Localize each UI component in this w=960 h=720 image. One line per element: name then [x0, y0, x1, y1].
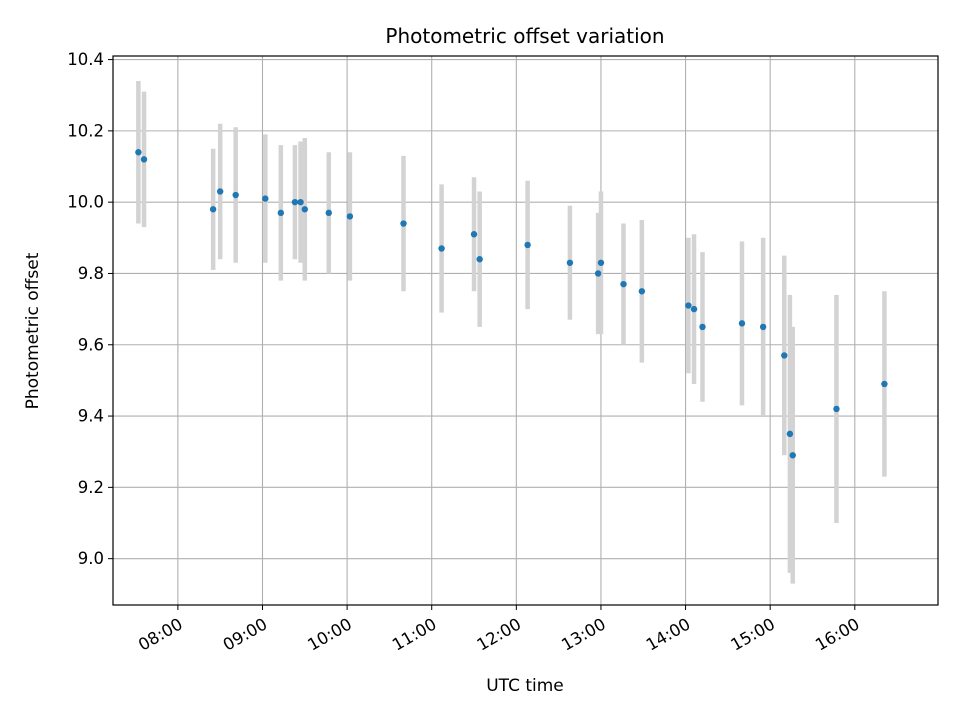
data-point — [325, 209, 332, 217]
data-point — [833, 405, 840, 413]
y-tick-label: 10.4 — [67, 50, 104, 69]
data-point — [291, 198, 299, 206]
data-point — [566, 259, 574, 266]
data-points — [135, 149, 888, 459]
data-point — [400, 220, 407, 227]
data-point — [786, 430, 794, 438]
data-point — [438, 245, 445, 252]
data-point — [594, 270, 602, 277]
data-point — [301, 206, 308, 213]
data-point — [524, 241, 531, 249]
data-point — [759, 323, 767, 331]
data-point — [262, 195, 269, 202]
y-tick-label: 9.6 — [78, 335, 104, 354]
data-point — [232, 191, 239, 199]
data-point — [470, 231, 478, 238]
data-point — [597, 259, 605, 266]
data-point — [277, 209, 285, 217]
data-point — [690, 305, 698, 313]
y-tick-label: 9.8 — [78, 264, 104, 283]
y-tick-label: 9.2 — [78, 478, 104, 497]
y-axis-ticks: 9.0 9.2 9.4 9.6 9.8 10.0 10.2 10.4 — [67, 50, 113, 568]
data-point — [297, 198, 304, 206]
x-axis-label: UTC time — [486, 676, 564, 696]
y-axis-label: Photometric offset — [23, 252, 43, 409]
data-point — [209, 206, 217, 213]
data-point — [781, 352, 788, 359]
plot-frame — [112, 55, 939, 606]
data-point — [346, 213, 354, 220]
data-point — [140, 156, 148, 163]
y-tick-label: 9.4 — [78, 407, 104, 426]
data-point — [881, 380, 888, 388]
y-tick-label: 10.2 — [67, 121, 104, 140]
data-point — [685, 302, 692, 309]
data-point — [216, 188, 224, 195]
y-tick-label: 9.0 — [78, 549, 104, 568]
data-point — [699, 323, 706, 331]
data-point — [476, 256, 483, 263]
data-point — [620, 280, 627, 288]
data-point — [789, 452, 796, 459]
chart-title: Photometric offset variation — [385, 24, 664, 48]
data-point — [638, 288, 646, 295]
y-tick-label: 10.0 — [67, 193, 104, 212]
data-point — [738, 320, 746, 327]
data-point — [135, 149, 142, 156]
